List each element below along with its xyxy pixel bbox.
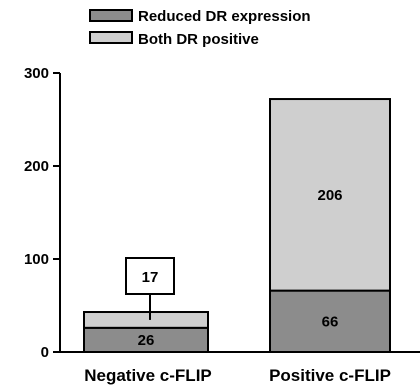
value-label-negative-reduced: 26 <box>138 332 155 349</box>
y-tick-label: 0 <box>41 344 49 361</box>
legend-swatch-both-dr <box>89 31 133 44</box>
y-tick-label: 300 <box>24 65 49 82</box>
bar-negative-cflip-both-dr <box>83 311 209 329</box>
legend-label-reduced-dr: Reduced DR expression <box>138 8 311 25</box>
legend-swatch-reduced-dr <box>89 9 133 22</box>
bar-negative-cflip-reduced-dr <box>83 326 209 354</box>
legend: Reduced DR expression Both DR positive <box>89 8 311 48</box>
value-label-positive-both: 206 <box>317 187 342 204</box>
legend-label-both-dr: Both DR positive <box>138 31 259 48</box>
callout-box <box>125 257 175 295</box>
bar-positive-cflip-both-dr <box>269 98 391 292</box>
y-tick-label: 100 <box>24 251 49 268</box>
x-category-label: Negative c-FLIP <box>84 366 212 385</box>
value-label-positive-reduced: 66 <box>322 313 339 330</box>
y-tick-label: 200 <box>24 158 49 175</box>
x-category-label: Positive c-FLIP <box>269 366 391 385</box>
value-label-negative-both: 17 <box>142 269 159 286</box>
y-ticks: 0 100 200 300 <box>24 65 60 361</box>
